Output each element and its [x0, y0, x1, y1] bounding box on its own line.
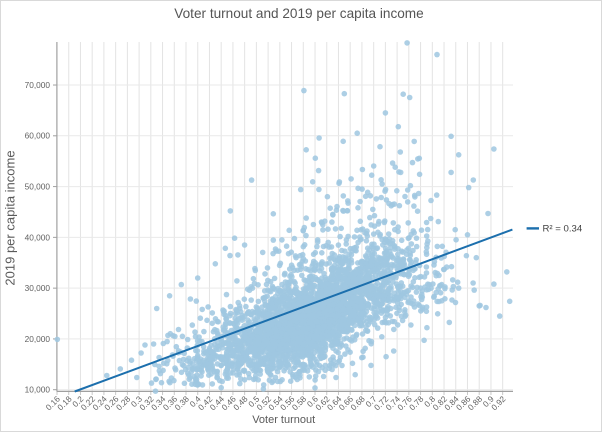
svg-text:30,000: 30,000	[25, 283, 51, 293]
svg-text:70,000: 70,000	[25, 80, 51, 90]
svg-text:R² = 0.34: R² = 0.34	[543, 223, 583, 234]
svg-text:Voter turnout and 2019 per cap: Voter turnout and 2019 per capita income	[174, 6, 423, 21]
svg-text:Voter turnout: Voter turnout	[252, 414, 315, 426]
svg-text:50,000: 50,000	[25, 181, 51, 191]
svg-text:40,000: 40,000	[25, 232, 51, 242]
svg-text:2019 per capita income: 2019 per capita income	[3, 150, 18, 285]
svg-text:10,000: 10,000	[25, 385, 51, 395]
svg-text:20,000: 20,000	[25, 334, 51, 344]
svg-text:60,000: 60,000	[25, 131, 51, 141]
